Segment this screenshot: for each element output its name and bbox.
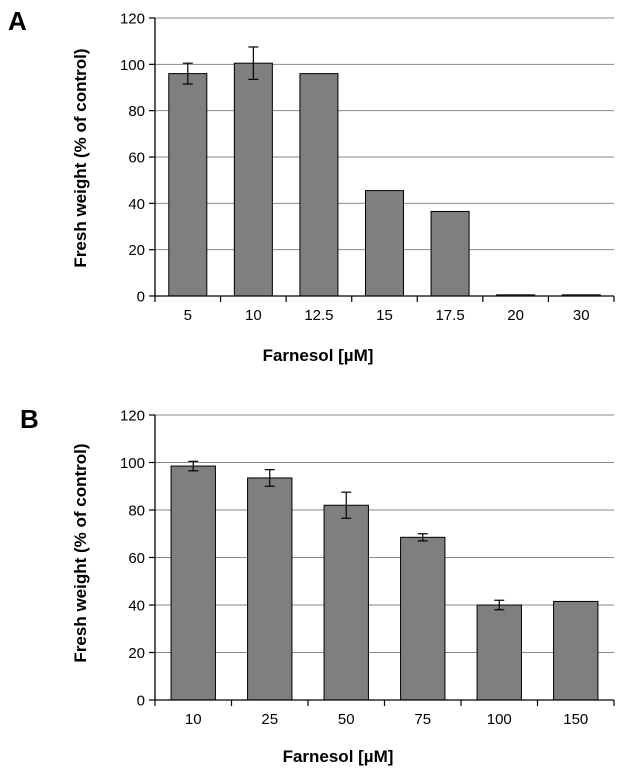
x-tick-label-a: 5 (184, 307, 192, 324)
x-axis-label-b: Farnesol [µM] (282, 747, 394, 766)
y-tick-label-a: 120 (120, 11, 145, 28)
bar-a (233, 62, 273, 297)
y-tick-label-a: 20 (128, 242, 145, 259)
bar-b (476, 604, 522, 701)
y-tick-label-b: 0 (137, 693, 145, 710)
y-axis-label-b: Fresh weight (% of control) (71, 443, 90, 663)
x-axis-label-a: Farnesol [µM] (262, 346, 374, 365)
y-tick-label-a: 100 (120, 57, 145, 74)
y-tick-label-a: 80 (128, 103, 145, 120)
y-tick-label-b: 100 (120, 455, 145, 472)
bar-b (170, 465, 216, 701)
bar-b (247, 477, 293, 701)
x-tick-label-b: 50 (338, 711, 355, 728)
chart-panel-b: B 0 20 40 60 80 100 120 10 25 50 75 100 150 Fresh we… (0, 390, 630, 777)
bar-a (168, 73, 208, 297)
chart-panel-a: A 0 20 40 60 80 100 120 5 10 12.5 15 17.5 20 30 Fresh… (8, 6, 615, 365)
y-tick-label-b: 20 (128, 645, 145, 662)
x-tick-label-a: 10 (245, 307, 262, 324)
panel-label-b: B (20, 404, 39, 434)
x-tick-label-a: 12.5 (304, 307, 333, 324)
y-tick-label-b: 60 (128, 550, 145, 567)
x-tick-label-a: 15 (376, 307, 393, 324)
chart-b-svg: 0 20 40 60 80 100 120 10 25 50 75 100 150 (120, 408, 615, 728)
x-tick-label-b: 100 (487, 711, 512, 728)
bar-a (299, 73, 339, 297)
bar-b (400, 536, 446, 701)
bar-b (323, 504, 369, 701)
x-tick-label-b: 25 (261, 711, 278, 728)
x-tick-label-a: 17.5 (435, 307, 464, 324)
bar-a (364, 190, 405, 297)
x-tick-label-b: 150 (563, 711, 588, 728)
y-tick-label-a: 60 (128, 150, 145, 167)
y-tick-label-a: 40 (128, 196, 145, 213)
x-tick-label-a: 30 (573, 307, 590, 324)
y-tick-label-b: 120 (120, 408, 145, 425)
x-tick-label-a: 20 (507, 307, 524, 324)
panel-label-a: A (8, 6, 27, 36)
x-tick-label-b: 10 (185, 711, 202, 728)
y-axis-label-a: Fresh weight (% of control) (71, 48, 90, 268)
x-tick-label-b: 75 (414, 711, 431, 728)
bar-b (553, 600, 599, 701)
bar-a (430, 210, 470, 297)
chart-a-svg: 0 20 40 60 80 100 120 5 10 12.5 15 17.5 20 30 (120, 11, 615, 324)
y-tick-label-a: 0 (137, 289, 145, 306)
y-tick-label-b: 80 (128, 503, 145, 520)
y-tick-label-b: 40 (128, 598, 145, 615)
